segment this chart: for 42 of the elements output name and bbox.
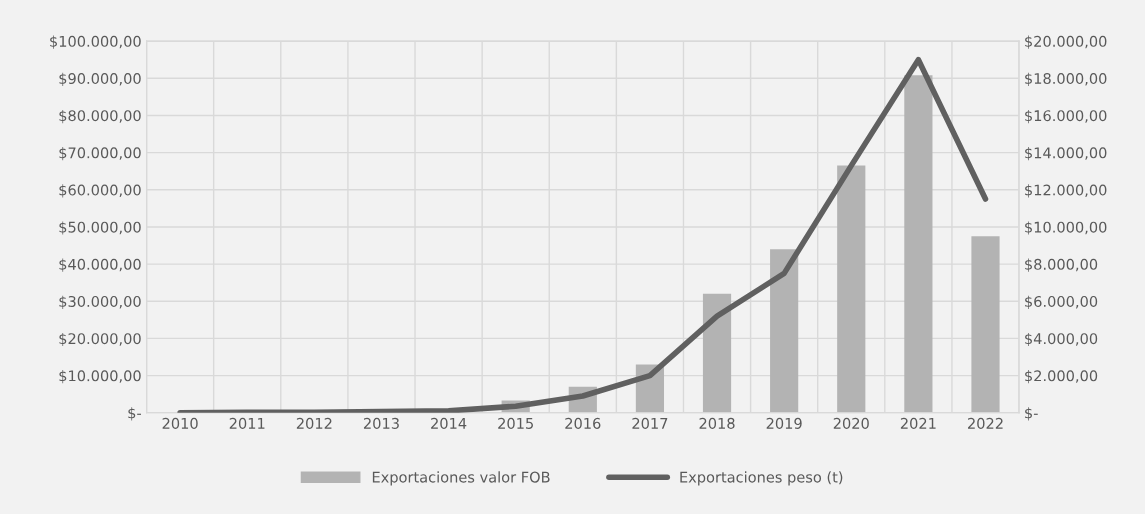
- bar: [971, 236, 1000, 413]
- x-tick-label: 2013: [363, 417, 399, 429]
- y2-tick-label: $-: [1025, 407, 1038, 421]
- x-tick-label: 2012: [296, 417, 332, 429]
- legend-label: Exportaciones valor FOB: [372, 471, 550, 486]
- x-tick-label: 2020: [833, 417, 869, 429]
- y2-tick-label: $8.000,00: [1025, 258, 1098, 272]
- x-tick-label: 2018: [699, 417, 735, 429]
- y-tick-label: $50.000,00: [59, 221, 141, 235]
- y-tick-label: $80.000,00: [59, 109, 141, 124]
- bar: [837, 165, 866, 413]
- y2-tick-label: $12.000,00: [1025, 184, 1107, 198]
- x-tick-label: 2014: [431, 417, 467, 429]
- y2-tick-label: $4.000,00: [1025, 332, 1098, 347]
- y-tick-label: $100.000,00: [50, 35, 141, 49]
- y2-tick-label: $2.000,00: [1025, 370, 1098, 384]
- x-tick-label: 2015: [498, 417, 533, 429]
- y2-tick-label: $16.000,00: [1025, 109, 1107, 124]
- y2-tick-label: $20.000,00: [1025, 35, 1107, 49]
- x-tick-label: 2019: [766, 417, 802, 429]
- y-tick-label: $30.000,00: [59, 295, 141, 309]
- y-tick-label: $10.000,00: [59, 370, 141, 384]
- y-tick-label: $20.000,00: [59, 332, 141, 347]
- x-tick-label: 2017: [632, 417, 668, 429]
- x-tick-label: 2021: [900, 417, 936, 429]
- y-tick-label: $-: [128, 407, 141, 421]
- y2-tick-label: $18.000,00: [1025, 72, 1107, 86]
- bar: [702, 293, 732, 413]
- y-tick-label: $90.000,00: [59, 72, 141, 86]
- y2-tick-label: $14.000,00: [1025, 147, 1107, 161]
- y2-tick-label: $6.000,00: [1025, 295, 1098, 309]
- bar: [904, 75, 933, 413]
- y-tick-label: $40.000,00: [59, 258, 141, 272]
- bar: [770, 249, 799, 413]
- legend-label: Exportaciones peso (t): [680, 471, 843, 486]
- y-tick-label: $70.000,00: [59, 147, 141, 161]
- x-tick-label: 2022: [968, 417, 1003, 429]
- x-tick-label: 2016: [565, 417, 601, 429]
- y2-tick-label: $10.000,00: [1025, 221, 1107, 235]
- y-tick-label: $60.000,00: [59, 184, 141, 198]
- x-tick-label: 2010: [162, 417, 198, 429]
- x-tick-label: 2011: [229, 417, 265, 429]
